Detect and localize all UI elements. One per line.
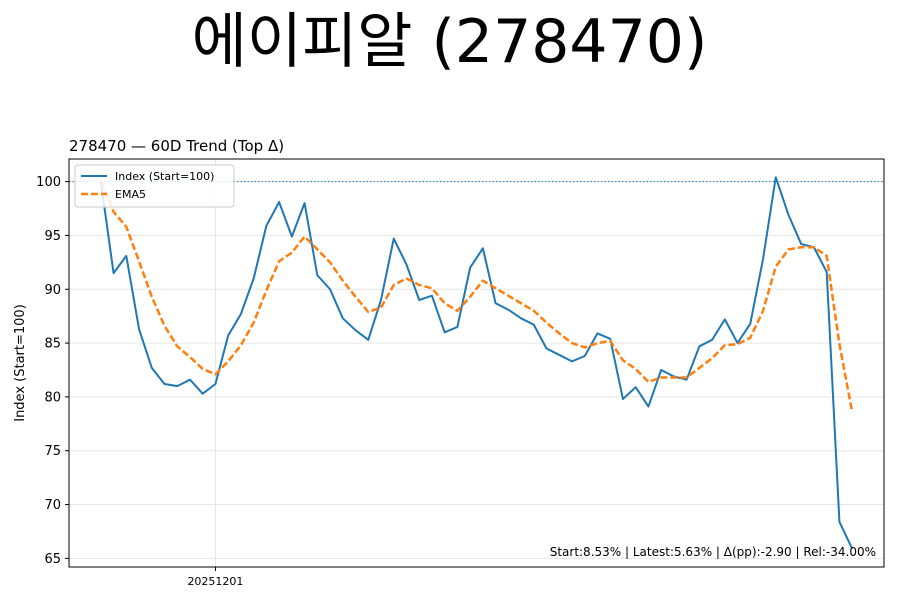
grid <box>69 159 884 567</box>
x-axis: 20251201 <box>187 567 243 588</box>
legend-label-ema5: EMA5 <box>115 188 146 201</box>
y-axis-label: Index (Start=100) <box>13 304 28 422</box>
legend-label-index: Index (Start=100) <box>115 170 214 183</box>
y-tick-label: 95 <box>44 229 61 244</box>
legend: Index (Start=100) EMA5 <box>74 164 235 208</box>
series-line-index <box>99 176 854 550</box>
chart-title: 278470 — 60D Trend (Top Δ) <box>69 137 284 155</box>
y-tick-label: 85 <box>44 337 61 352</box>
x-tick-label: 20251201 <box>187 575 243 588</box>
y-tick-label: 100 <box>36 175 61 190</box>
series-line-ema5 <box>99 181 854 413</box>
stats-annotation: Start:8.53% | Latest:5.63% | Δ(pp):-2.90… <box>550 545 876 559</box>
y-tick-label: 80 <box>44 390 61 405</box>
legend-box <box>74 164 235 208</box>
y-tick-label: 65 <box>44 552 61 567</box>
plot-area-frame <box>68 158 885 568</box>
y-tick-label: 70 <box>44 498 61 513</box>
y-axis: 65 70 75 80 85 90 95 100 <box>36 175 69 567</box>
y-tick-label: 75 <box>44 444 61 459</box>
series-group <box>99 176 854 550</box>
page-title: 에이피알 (278470) <box>191 7 708 77</box>
y-tick-label: 90 <box>44 283 61 298</box>
